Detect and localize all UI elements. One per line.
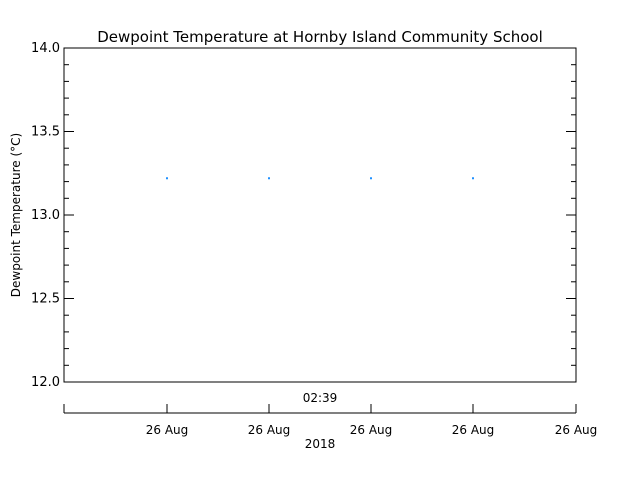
- x-tick-label: 26 Aug: [452, 423, 495, 437]
- plot-frame: [63, 47, 577, 383]
- data-point: [370, 177, 372, 180]
- y-tick-label: 12.5: [31, 292, 60, 307]
- y-axis-ticks: [64, 47, 576, 383]
- chart-title: Dewpoint Temperature at Hornby Island Co…: [97, 28, 543, 46]
- data-series: [166, 177, 474, 180]
- y-tick-label: 13.5: [31, 125, 60, 140]
- x-axis-tick-labels: 26 Aug 26 Aug 26 Aug 26 Aug 26 Aug: [146, 423, 598, 437]
- upper-axis-label: 02:39: [303, 391, 338, 405]
- x-tick-label: 26 Aug: [350, 423, 393, 437]
- x-tick-label: 26 Aug: [146, 423, 189, 437]
- x-tick-label: 26 Aug: [248, 423, 291, 437]
- data-point: [472, 177, 474, 180]
- data-point: [268, 177, 270, 180]
- y-axis-label: Dewpoint Temperature (°C): [9, 133, 23, 297]
- x-tick-label: 26 Aug: [555, 423, 598, 437]
- x-axis-label: 2018: [305, 437, 336, 451]
- data-point: [166, 177, 168, 180]
- y-tick-label: 12.0: [31, 375, 60, 390]
- y-tick-label: 13.0: [31, 208, 60, 223]
- y-axis-tick-labels: 12.0 12.5 13.0 13.5 14.0: [31, 41, 60, 390]
- x-axis-ticks: [63, 404, 577, 413]
- y-tick-label: 14.0: [31, 41, 60, 56]
